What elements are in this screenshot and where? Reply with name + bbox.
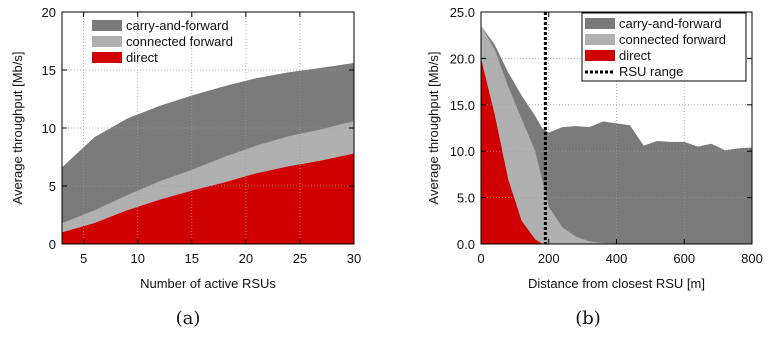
y-axis-label: Average throughput [Mb/s]: [426, 52, 441, 205]
x-axis-label: Distance from closest RSU [m]: [528, 276, 705, 291]
x-tick-label: 400: [606, 251, 628, 266]
area-direct: [62, 153, 354, 244]
x-tick-label: 0: [477, 251, 484, 266]
legend-label: RSU range: [619, 64, 683, 79]
y-tick-label: 20.0: [450, 51, 475, 66]
legend-label: direct: [126, 50, 158, 65]
legend-swatch: [92, 36, 122, 47]
x-tick-label: 200: [538, 251, 560, 266]
x-tick-label: 15: [185, 251, 199, 266]
legend-swatch: [585, 18, 615, 29]
x-tick-label: 30: [347, 251, 361, 266]
legend-swatch: [92, 20, 122, 31]
legend-label: direct: [619, 48, 651, 63]
y-tick-label: 5.0: [457, 191, 475, 206]
x-axis-label: Number of active RSUs: [140, 276, 276, 291]
legend-swatch: [585, 34, 615, 45]
x-tick-label: 600: [673, 251, 695, 266]
chart-a: 5 10 15 20 25 30 0 5 10 15 20 Number of active RSUs…: [10, 5, 361, 329]
y-tick-label: 25.0: [450, 5, 475, 20]
legend-label: connected forward: [619, 32, 726, 47]
subfigure-caption: (b): [575, 308, 601, 329]
y-tick-label: 15.0: [450, 98, 475, 113]
y-tick-label: 0: [49, 237, 56, 252]
x-tick-label: 25: [293, 251, 307, 266]
chart-b: 0 200 400 600 800 0.0 5.0 10.0 15.0 20.0 25.0 Dista…: [426, 5, 763, 329]
x-tick-label: 800: [741, 251, 763, 266]
y-tick-label: 10: [42, 121, 56, 136]
subfigure-caption: (a): [176, 308, 201, 329]
area-connected-forward: [481, 25, 644, 245]
y-tick-label: 5: [49, 179, 56, 194]
x-tick-label: 20: [239, 251, 253, 266]
area-direct: [481, 58, 546, 245]
legend-label: carry-and-forward: [126, 18, 229, 33]
y-tick-label: 15: [42, 63, 56, 78]
y-tick-label: 20: [42, 5, 56, 20]
y-tick-label: 10.0: [450, 144, 475, 159]
legend-label: carry-and-forward: [619, 16, 722, 31]
y-tick-label: 0.0: [457, 237, 475, 252]
legend-swatch: [92, 52, 122, 63]
y-axis-label: Average throughput [Mb/s]: [10, 52, 25, 205]
x-tick-label: 10: [130, 251, 144, 266]
x-tick-label: 5: [80, 251, 87, 266]
legend-label: connected forward: [126, 34, 233, 49]
legend-swatch: [585, 50, 615, 61]
